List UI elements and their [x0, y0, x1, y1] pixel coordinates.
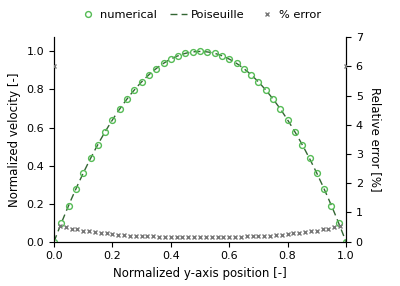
Y-axis label: Normalized velocity [-]: Normalized velocity [-]: [8, 72, 21, 207]
Legend: numerical, Poiseuille, % error: numerical, Poiseuille, % error: [79, 10, 321, 20]
Y-axis label: Relative error [%]: Relative error [%]: [369, 87, 382, 192]
X-axis label: Normalized y-axis position [-]: Normalized y-axis position [-]: [113, 267, 287, 280]
